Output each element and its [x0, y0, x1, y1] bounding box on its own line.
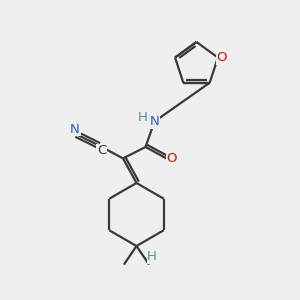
Text: O: O: [167, 152, 177, 165]
Text: N: N: [70, 122, 80, 136]
Text: N: N: [150, 115, 159, 128]
Text: O: O: [216, 51, 227, 64]
Text: C: C: [97, 144, 106, 158]
Text: H: H: [147, 250, 157, 263]
Text: H: H: [138, 111, 148, 124]
